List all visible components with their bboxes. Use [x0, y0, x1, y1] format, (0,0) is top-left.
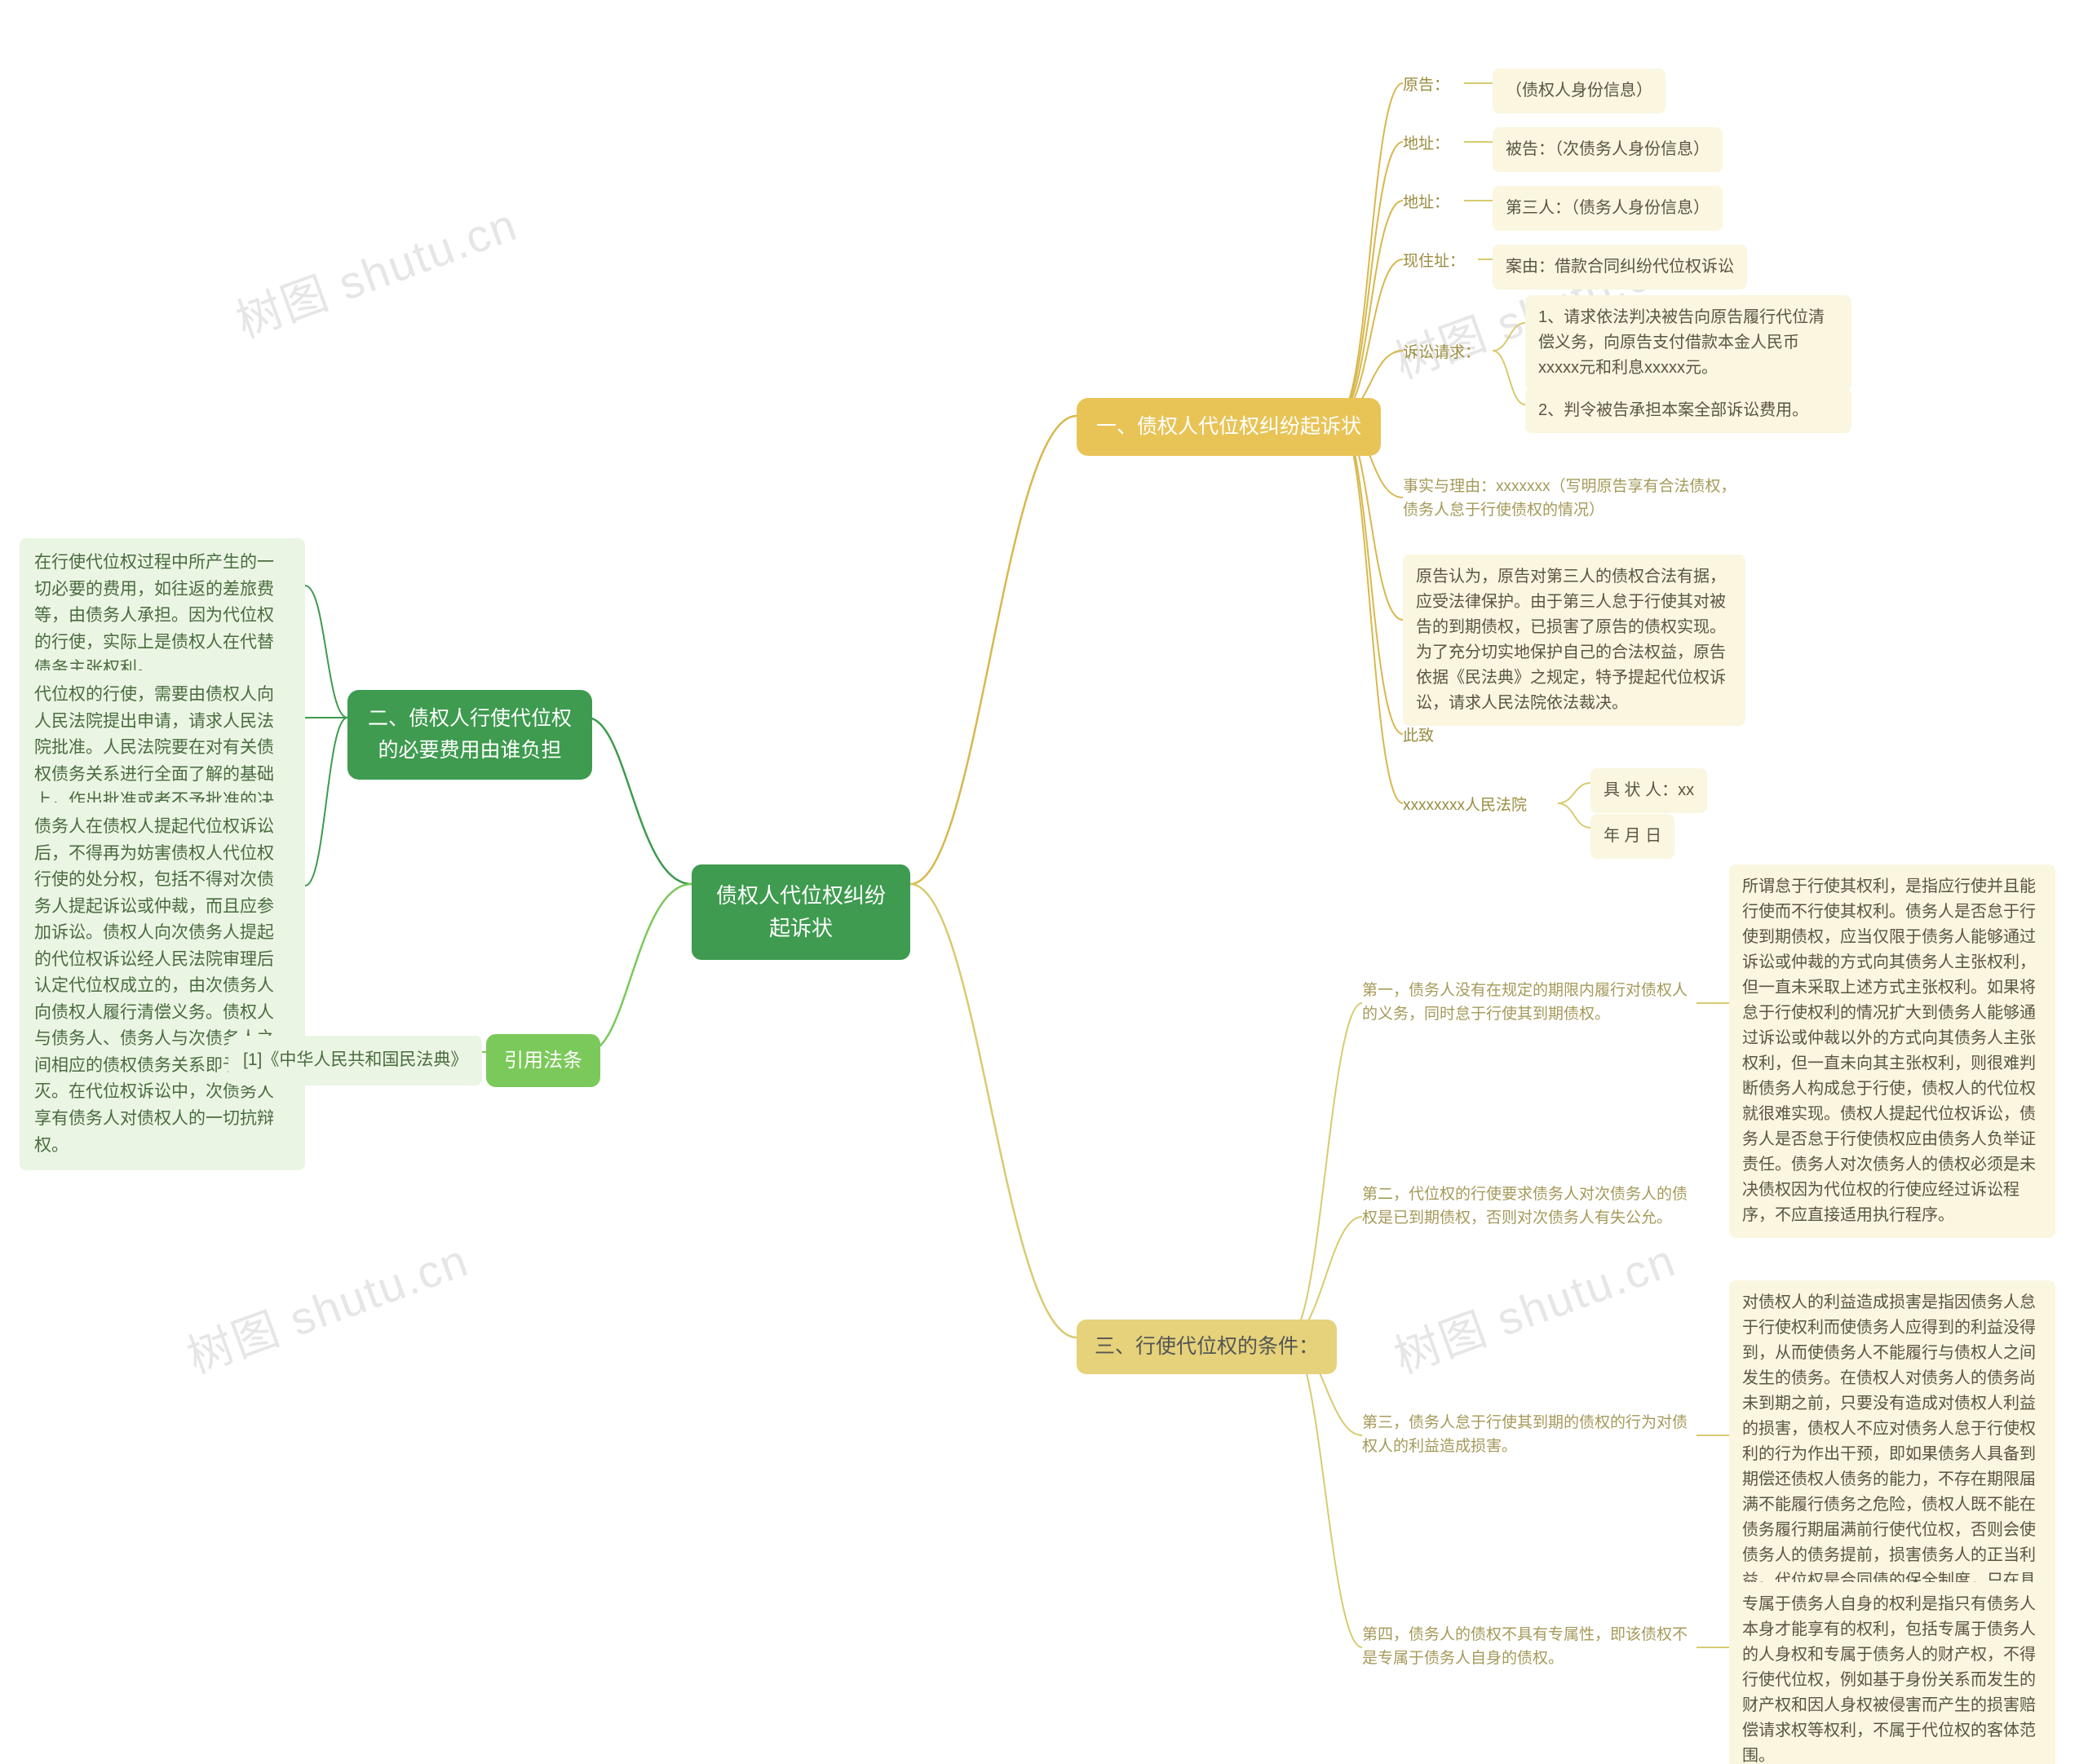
branch-2: 二、债权人行使代位权的必要费用由谁负担	[347, 690, 592, 780]
branch-ref-leaf: [1]《中华人民共和国民法典》	[228, 1036, 482, 1085]
root-node: 债权人代位权纠纷起诉状	[692, 864, 910, 960]
leaf-opinion: 原告认为，原告对第三人的债权合法有据，应受法律保护。由于第三人怠于行使其对被告的…	[1403, 555, 1745, 726]
leaf-writer: 具 状 人：xx	[1590, 768, 1707, 813]
cond-2-label: 第二，代位权的行使要求债务人对次债务人的债权是已到期债权，否则对次债务人有失公允…	[1362, 1183, 1696, 1231]
leaf-defendant: 被告：（次债务人身份信息）	[1493, 127, 1723, 172]
label-claims: 诉讼请求：	[1403, 341, 1480, 365]
label-residence: 现住址：	[1403, 250, 1465, 273]
watermark: 树图 shutu.cn	[1384, 1224, 1683, 1387]
label-plaintiff: 原告：	[1403, 73, 1449, 97]
leaf-claim-2: 2、判令被告承担本案全部诉讼费用。	[1525, 388, 1851, 433]
cond-1-label: 第一，债务人没有在规定的期限内履行对债权人的义务，同时怠于行使其到期债权。	[1362, 979, 1696, 1027]
label-sincerely: 此致	[1403, 724, 1434, 748]
label-addr2: 地址：	[1403, 191, 1449, 214]
label-addr1: 地址：	[1403, 132, 1449, 156]
label-court: xxxxxxxx人民法院	[1403, 794, 1527, 817]
branch-ref: 引用法条	[486, 1034, 600, 1087]
cond-1-detail: 所谓怠于行使其权利，是指应行使并且能行使而不行使其权利。债务人是否怠于行使到期债…	[1729, 864, 2055, 1238]
watermark: 树图 shutu.cn	[226, 188, 525, 351]
branch-2-leaf-3: 债务人在债权人提起代位权诉讼后，不得再为妨害债权人代位权行使的处分权，包括不得对…	[20, 802, 305, 1170]
branch-1: 一、债权人代位权纠纷起诉状	[1077, 398, 1381, 456]
watermark: 树图 shutu.cn	[177, 1224, 476, 1387]
cond-4-label: 第四，债务人的债权不具有专属性，即该债权不是专属于债务人自身的债权。	[1362, 1623, 1696, 1671]
leaf-third-party: 第三人：（债务人身份信息）	[1493, 186, 1723, 231]
leaf-plaintiff: （债权人身份信息）	[1493, 69, 1666, 113]
leaf-date: 年 月 日	[1590, 814, 1674, 859]
branch-3: 三、行使代位权的条件：	[1077, 1320, 1337, 1374]
label-facts: 事实与理由：xxxxxxx（写明原告享有合法债权，债务人怠于行使债权的情况）	[1403, 475, 1745, 523]
leaf-case: 案由：借款合同纠纷代位权诉讼	[1493, 245, 1747, 290]
cond-4-detail: 专属于债务人自身的权利是指只有债务人本身才能享有的权利，包括专属于债务人的人身权…	[1729, 1582, 2055, 1764]
leaf-claim-1: 1、请求依法判决被告向原告履行代位清偿义务，向原告支付借款本金人民币xxxxx元…	[1525, 295, 1851, 391]
cond-3-label: 第三，债务人怠于行使其到期的债权的行为对债权人的利益造成损害。	[1362, 1411, 1696, 1459]
